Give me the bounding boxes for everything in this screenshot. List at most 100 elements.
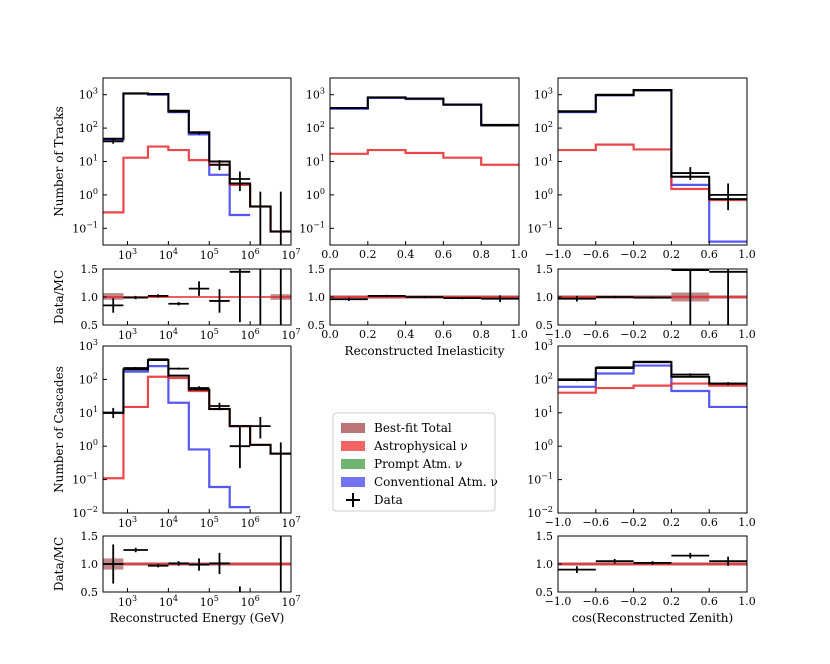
tracks-energy-xtick-label: 104 xyxy=(159,247,178,262)
tracks-energy-ratio-xtick-label: 105 xyxy=(200,327,219,342)
cascades-energy-data-point-5 xyxy=(209,402,230,411)
tracks-zenith-xtick-label: −0.2 xyxy=(620,248,647,261)
tracks-energy-ratio-data-point-3 xyxy=(168,302,189,306)
cascades-zenith-data-point-2 xyxy=(633,360,672,363)
tracks-inelasticity-xtick-label: 1.0 xyxy=(510,248,528,261)
cascades-zenith-ratio-data-point-4 xyxy=(709,556,747,566)
tracks-energy-plot-area xyxy=(103,92,291,245)
tracks-zenith-ratio-data-point-4 xyxy=(709,269,747,325)
cascades-zenith-data-point-3 xyxy=(671,373,710,376)
cascades-energy-data-point-7 xyxy=(250,416,271,439)
cascades-energy-data-point-4 xyxy=(188,386,210,391)
tracks-energy-xtick-label: 103 xyxy=(118,247,137,262)
tracks-energy-data-point-5 xyxy=(209,160,230,171)
cascades-energy-ratio-data-point-3 xyxy=(168,561,189,566)
tracks-inelasticity-ratio-ytick-label: 1.5 xyxy=(308,263,326,276)
cascades-zenith-xtick-label: 0.6 xyxy=(700,516,718,529)
cascades-zenith-data-point-4 xyxy=(709,382,747,386)
tracks-energy-ytick-label: 102 xyxy=(79,120,98,135)
tracks-energy-ratio-data-point-5 xyxy=(209,289,230,313)
tracks-energy-data-point-0 xyxy=(103,139,124,144)
tracks-zenith-xtick-label: 1.0 xyxy=(738,248,756,261)
cascades-energy-data-point-1 xyxy=(123,367,148,369)
cascades-energy-series-conv xyxy=(103,365,251,509)
tracks-zenith-frame xyxy=(557,77,748,246)
cascades-zenith-ratio-panel: 0.5 1.0 1.5 −1.0 −0.6 −0.2 0.2 0.6 1.0 cos(Recons… xyxy=(536,530,756,625)
cascades-energy-ratio-xtick-label: 104 xyxy=(159,594,178,609)
legend-entry-4: Data xyxy=(346,493,403,507)
tracks-zenith-data-point-3 xyxy=(671,167,710,180)
cascades-energy-ytick-label: 10−2 xyxy=(72,505,98,520)
tracks-energy-ratio-plot-area xyxy=(103,269,291,325)
tracks-zenith-ytick-label: 10−1 xyxy=(527,220,553,235)
tracks-zenith-xtick-label: 0.2 xyxy=(663,248,681,261)
tracks-zenith-ratio-ytick-label: 0.5 xyxy=(536,319,554,332)
tracks-energy-ratio-data-point-6 xyxy=(229,269,251,323)
tracks-inelasticity-data-point-3 xyxy=(443,103,482,106)
tracks-inelasticity-ytick-label: 10−1 xyxy=(299,220,325,235)
tracks-energy-frame xyxy=(102,77,292,246)
cascades-zenith-ratio-xtick-label: 1.0 xyxy=(738,595,756,608)
tracks-zenith-ytick-label: 101 xyxy=(534,154,553,169)
tracks-energy-ytick-label: 10−1 xyxy=(72,220,98,235)
cascades-energy-xtick-label: 104 xyxy=(159,515,178,530)
tracks-inelasticity-ratio-data-point-0 xyxy=(330,297,368,301)
tracks-inelasticity-ratio-plot-area xyxy=(330,294,519,303)
cascades-zenith-xtick-label: −0.2 xyxy=(620,516,647,529)
cascades-zenith-xtick-label: 1.0 xyxy=(738,516,756,529)
cascades-zenith-xtick-label: −0.6 xyxy=(582,516,609,529)
cascades-zenith-ratio-xtick-label: 0.6 xyxy=(700,595,718,608)
tracks-inelasticity-ratio-data-point-1 xyxy=(367,294,406,297)
cascades-energy-ratio-xtick-label: 103 xyxy=(118,594,137,609)
tracks-zenith-ytick-label: 100 xyxy=(534,187,553,202)
tracks-energy-ratio-xtick-label: 106 xyxy=(241,327,260,342)
cascades-energy-ratio-ylabel: Data/MC xyxy=(52,537,66,591)
cascades-energy-ratio-ytick-label: 0.5 xyxy=(81,586,99,599)
tracks-inelasticity-data-point-0 xyxy=(330,107,368,109)
tracks-inelasticity-xtick-label: 0.8 xyxy=(472,248,490,261)
cascades-zenith-panel: 10−2 10−1 100 101 102 103 −1.0 −0.6 −0.2 0.2 0.6 1.… xyxy=(527,338,756,529)
tracks-inelasticity-ytick-label: 101 xyxy=(306,154,325,169)
tracks-energy-data-point-4 xyxy=(188,131,210,135)
tracks-zenith-ratio-data-point-1 xyxy=(595,295,634,299)
cascades-energy-ytick-label: 100 xyxy=(79,438,98,453)
cascades-energy-xtick-label: 106 xyxy=(241,515,260,530)
tracks-inelasticity-xtick-label: 0.6 xyxy=(435,248,453,261)
tracks-inelasticity-frame xyxy=(329,77,520,246)
tracks-inelasticity-ratio-xtick-label: 0.6 xyxy=(435,328,453,341)
tracks-inelasticity-ytick-label: 103 xyxy=(306,87,325,102)
tracks-energy-ratio-panel: 0.5 1.0 1.5 103 104 105 106 107 Data/MC xyxy=(52,263,301,342)
tracks-inelasticity-ratio-ytick-label: 1.0 xyxy=(308,291,326,304)
cascades-energy-frame xyxy=(102,345,292,514)
cascades-energy-ytick-label: 101 xyxy=(79,405,98,420)
cascades-energy-xtick-label: 105 xyxy=(200,515,219,530)
cascades-energy-ratio-data-point-1 xyxy=(123,547,148,553)
tracks-zenith-ratio-xtick-label: 0.6 xyxy=(700,328,718,341)
tracks-zenith-xtick-label: 0.6 xyxy=(700,248,718,261)
cascades-zenith-ratio-ytick-label: 0.5 xyxy=(536,586,554,599)
panels: 10−1 100 101 102 103 103 104 105 106 107 Number of… xyxy=(52,77,756,625)
tracks-inelasticity-ytick-label: 100 xyxy=(306,187,325,202)
cascades-zenith-xtick-label: 0.2 xyxy=(663,516,681,529)
tracks-inelasticity-ratio-ytick-label: 0.5 xyxy=(308,319,326,332)
cascades-energy-ratio-data-point-2 xyxy=(147,564,169,568)
tracks-zenith-ratio-xtick-label: −1.0 xyxy=(545,328,572,341)
tracks-energy-ratio-xtick-label: 107 xyxy=(281,327,300,342)
cascades-energy-ratio-data-point-5 xyxy=(209,552,230,575)
tracks-zenith-panel: 10−1 100 101 102 103 −1.0 −0.6 −0.2 0.2 0.6 1.0 xyxy=(527,77,756,261)
tracks-inelasticity-ratio-data-point-2 xyxy=(405,295,444,299)
tracks-zenith-plot-area xyxy=(558,89,747,243)
tracks-energy-ratio-data-point-0 xyxy=(103,298,124,313)
tracks-inelasticity-ratio-data-point-4 xyxy=(481,295,519,303)
cascades-zenith-ratio-ytick-label: 1.5 xyxy=(536,530,554,543)
legend-entry-2: Prompt Atm. ν xyxy=(341,457,462,471)
tracks-energy-ratio-ytick-label: 0.5 xyxy=(81,319,99,332)
cascades-energy-ytick-label: 102 xyxy=(79,371,98,386)
tracks-zenith-xtick-label: −0.6 xyxy=(582,248,609,261)
tracks-zenith-ytick-label: 102 xyxy=(534,120,553,135)
tracks-inelasticity-ratio-data-point-3 xyxy=(443,297,482,300)
tracks-energy-ratio-data-point-4 xyxy=(188,281,210,296)
tracks-zenith-ratio-panel: 0.5 1.0 1.5 −1.0 −0.6 −0.2 0.2 0.6 1.0 xyxy=(536,263,756,341)
legend-swatch xyxy=(341,459,365,469)
